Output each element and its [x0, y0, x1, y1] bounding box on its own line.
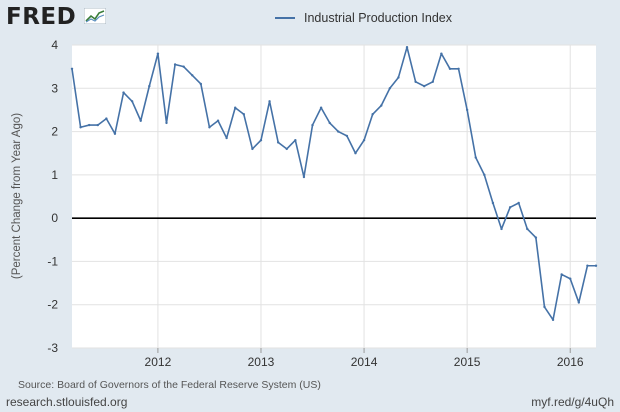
data-point — [173, 63, 177, 66]
data-point — [397, 76, 400, 79]
y-axis-title: (Percent Change from Year Ago) — [11, 113, 23, 279]
data-point — [234, 106, 237, 109]
plot-area — [72, 45, 596, 348]
y-tick-label: 1 — [51, 168, 58, 182]
data-point — [302, 175, 306, 179]
footer-site-link[interactable]: research.stlouisfed.org — [6, 395, 128, 409]
y-tick-label: 4 — [51, 38, 58, 52]
footer-short-link[interactable]: myf.red/g/4uQh — [531, 395, 614, 409]
logo-graph-icon — [84, 8, 106, 24]
data-point — [182, 65, 185, 68]
data-point — [225, 136, 228, 140]
y-tick-label: -2 — [47, 298, 58, 312]
data-point — [113, 132, 117, 135]
data-point — [328, 121, 331, 125]
data-point — [474, 156, 477, 159]
series-line — [71, 46, 596, 321]
y-tick-label: 0 — [51, 211, 58, 225]
data-point — [130, 100, 134, 103]
data-point — [414, 80, 417, 83]
data-point — [148, 84, 151, 88]
data-point — [594, 264, 598, 267]
data-point — [251, 147, 254, 151]
data-point — [483, 173, 486, 177]
data-point — [122, 91, 125, 94]
data-point — [139, 119, 142, 122]
data-point — [380, 104, 383, 107]
x-tick-label: 2012 — [145, 355, 172, 369]
y-axis-ticks: -3 -2 -1 0 1 2 3 4 — [47, 38, 58, 355]
legend-label: Industrial Production Index — [304, 11, 453, 25]
data-point — [440, 52, 443, 55]
data-point — [79, 126, 82, 129]
data-point — [242, 113, 245, 116]
data-point — [276, 141, 280, 144]
data-point — [259, 139, 263, 142]
y-tick-label: -3 — [47, 341, 58, 355]
data-point — [577, 301, 581, 304]
data-point — [534, 236, 538, 239]
data-point — [517, 201, 520, 205]
data-point — [586, 264, 589, 267]
source-note: Source: Board of Governors of the Federa… — [18, 379, 321, 391]
data-point — [208, 126, 211, 129]
data-point — [569, 277, 572, 280]
data-point — [526, 227, 529, 231]
chart-legend: Industrial Production Index — [275, 11, 452, 25]
data-point — [105, 117, 108, 120]
data-point — [156, 52, 160, 55]
data-point — [294, 139, 297, 142]
fred-logo: FRED — [6, 4, 77, 30]
data-point — [70, 67, 74, 71]
data-point — [345, 134, 349, 138]
y-tick-label: -1 — [47, 254, 58, 268]
data-point — [543, 305, 546, 309]
x-tick-label: 2016 — [557, 355, 584, 369]
x-axis-ticks: 2012 2013 2014 2015 2016 — [145, 348, 584, 369]
data-point — [448, 67, 452, 71]
data-point — [216, 119, 220, 122]
data-point — [268, 100, 271, 103]
data-point — [560, 273, 563, 276]
data-point — [191, 74, 194, 77]
data-point — [491, 201, 495, 205]
y-tick-label: 2 — [51, 125, 58, 139]
legend-swatch — [275, 17, 295, 19]
data-point — [362, 139, 366, 142]
data-point — [423, 84, 426, 88]
data-point — [431, 80, 434, 83]
data-point — [465, 108, 469, 112]
data-point — [165, 121, 168, 125]
series-points — [70, 45, 598, 322]
y-tick-label: 3 — [51, 81, 58, 95]
data-point — [388, 87, 392, 90]
data-point — [311, 123, 314, 127]
data-point — [199, 82, 203, 86]
data-point — [354, 152, 357, 155]
data-point — [500, 227, 503, 231]
x-tick-label: 2013 — [248, 355, 275, 369]
data-point — [87, 123, 91, 127]
data-point — [371, 113, 374, 116]
x-tick-label: 2014 — [351, 355, 378, 369]
x-tick-label: 2015 — [454, 355, 481, 369]
data-point — [551, 318, 555, 322]
data-point — [405, 45, 409, 49]
data-point — [96, 123, 99, 127]
data-point — [285, 147, 288, 151]
data-point — [457, 67, 460, 71]
data-point — [319, 106, 323, 109]
data-point — [337, 130, 340, 133]
data-point — [508, 206, 512, 209]
